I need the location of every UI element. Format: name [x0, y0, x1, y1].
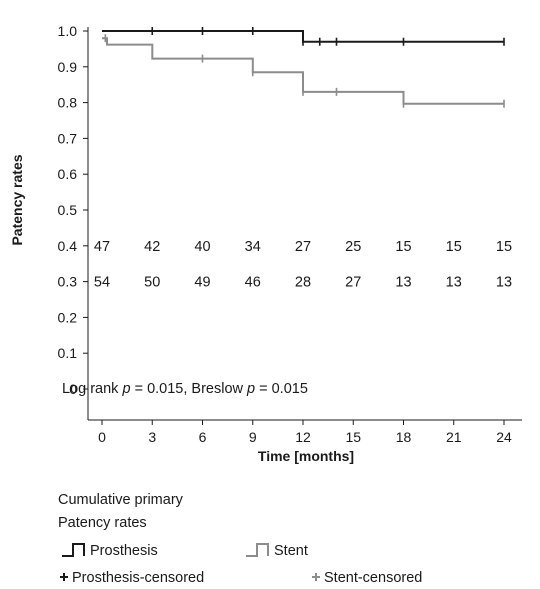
legend: Cumulative primary Patency rates Prosthe… — [58, 492, 422, 586]
x-tick-label: 12 — [295, 429, 311, 445]
x-tick-label: 15 — [345, 429, 361, 445]
y-tick-label: 0 — [69, 381, 77, 397]
risk-table-value: 34 — [245, 239, 261, 255]
legend-stent-label: Stent — [274, 543, 308, 559]
censor-marks — [104, 27, 505, 108]
x-tick-label: 0 — [98, 429, 106, 445]
risk-table-value: 27 — [295, 239, 311, 255]
x-tick-label: 3 — [148, 429, 156, 445]
risk-table-value: 15 — [496, 239, 512, 255]
x-tick-label: 18 — [396, 429, 412, 445]
risk-table-value: 13 — [395, 275, 411, 291]
y-tick-label: 1.0 — [58, 23, 78, 39]
legend-items: Prosthesis Stent Prosthesis-censored Stent-… — [60, 543, 422, 586]
risk-table-value: 25 — [345, 239, 361, 255]
legend-prosthesis-censored-label: Prosthesis-censored — [72, 570, 204, 586]
legend-title-line-1: Cumulative primary — [58, 492, 184, 508]
y-tick-label: 0.1 — [58, 345, 78, 361]
risk-table-value: 54 — [94, 275, 110, 291]
risk-table: 47 42 40 34 27 25 15 15 15 54 50 49 46 28 27 13 13 13 — [94, 239, 512, 291]
risk-table-value: 46 — [245, 275, 261, 291]
risk-table-value: 13 — [446, 275, 462, 291]
annotation-suffix: = 0.015 — [255, 381, 308, 397]
y-tick-label: 0.4 — [58, 238, 78, 254]
risk-table-value: 13 — [496, 275, 512, 291]
x-tick-label: 24 — [496, 429, 512, 445]
axes: 0 0.1 0.2 0.3 0.4 0.5 0.6 0.7 0.8 0.9 1.0 0 3 6 9 12 15… — [58, 23, 522, 445]
annotation-mid: = 0.015, Breslow — [131, 381, 247, 397]
legend-prosthesis-label: Prosthesis — [90, 543, 158, 559]
x-tick-label: 6 — [199, 429, 207, 445]
legend-stent-swatch — [246, 543, 269, 557]
y-axis-title: Patency rates — [9, 154, 25, 245]
risk-table-value: 27 — [345, 275, 361, 291]
annotation-var2: p — [246, 381, 255, 397]
stent-survival-line — [102, 37, 504, 105]
risk-table-value: 49 — [194, 275, 210, 291]
x-axis-title: Time [months] — [258, 448, 354, 464]
legend-prosthesis-swatch — [62, 543, 85, 557]
legend-stent-censored-label: Stent-censored — [324, 570, 422, 586]
risk-table-value: 42 — [144, 239, 160, 255]
y-tick-label: 0.5 — [58, 202, 78, 218]
test-statistic-annotation: Log rank p = 0.015, Breslow p = 0.015 — [62, 381, 308, 397]
risk-table-value: 47 — [94, 239, 110, 255]
y-axis-ticks: 0 0.1 0.2 0.3 0.4 0.5 0.6 0.7 0.8 0.9 1.0 — [58, 23, 88, 397]
y-tick-label: 0.3 — [58, 274, 78, 290]
risk-table-value: 15 — [395, 239, 411, 255]
y-tick-label: 0.9 — [58, 59, 78, 75]
legend-title-line-2: Patency rates — [58, 515, 147, 531]
risk-table-value: 28 — [295, 275, 311, 291]
y-tick-label: 0.8 — [58, 95, 78, 111]
x-tick-label: 9 — [249, 429, 257, 445]
risk-table-value: 50 — [144, 275, 160, 291]
annotation-var1: p — [121, 381, 130, 397]
risk-table-value: 15 — [446, 239, 462, 255]
annotation-prefix: Log rank — [62, 381, 122, 397]
y-tick-label: 0.7 — [58, 130, 78, 146]
risk-table-value: 40 — [194, 239, 210, 255]
x-tick-label: 21 — [446, 429, 462, 445]
y-tick-label: 0.2 — [58, 309, 78, 325]
y-tick-label: 0.6 — [58, 166, 78, 182]
x-axis-ticks: 0 3 6 9 12 15 18 21 24 — [98, 420, 512, 445]
